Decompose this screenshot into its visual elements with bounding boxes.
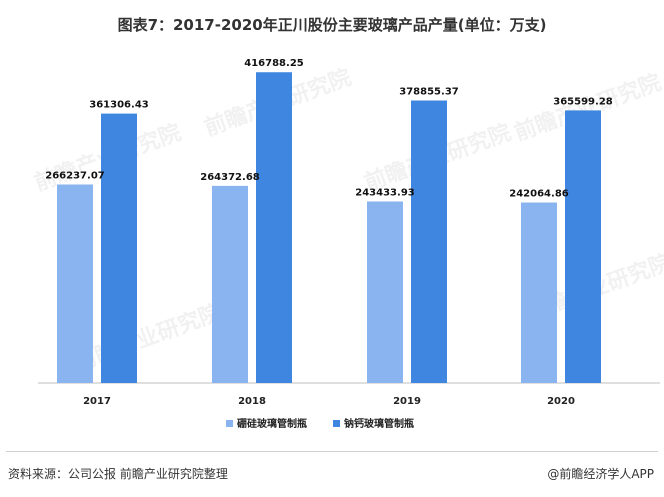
bar-borosilicate-2017 bbox=[57, 184, 93, 383]
bar-borosilicate-2019 bbox=[367, 201, 403, 383]
bar-soda-lime-2018 bbox=[256, 72, 292, 383]
data-label-borosilicate-2017: 266237.07 bbox=[45, 170, 105, 181]
x-tick-labels: 2017 2018 2019 2020 bbox=[83, 396, 575, 407]
data-label-soda-lime-2019: 378855.37 bbox=[399, 87, 459, 98]
chart-title: 图表7：2017-2020年正川股份主要玻璃产品产量(单位：万支) bbox=[117, 16, 547, 34]
data-label-soda-lime-2017: 361306.43 bbox=[89, 100, 149, 111]
bar-borosilicate-2018 bbox=[212, 185, 248, 383]
data-label-soda-lime-2020: 365599.28 bbox=[553, 96, 613, 107]
bar-soda-lime-2017 bbox=[101, 113, 137, 384]
legend-label-borosilicate: 硼硅玻璃管制瓶 bbox=[236, 417, 307, 430]
bar-borosilicate-2020 bbox=[521, 202, 557, 383]
source-note: 资料来源：公司公报 前瞻产业研究院整理 bbox=[8, 467, 228, 481]
data-label-borosilicate-2020: 242064.86 bbox=[509, 189, 569, 200]
bar-soda-lime-2020 bbox=[565, 110, 601, 383]
bar-labels: 266237.07 361306.43 264372.68 416788.25 2434… bbox=[45, 58, 613, 199]
legend-swatch-soda-lime bbox=[333, 420, 340, 427]
legend-label-soda-lime: 钠钙玻璃管制瓶 bbox=[344, 417, 414, 430]
bar-soda-lime-2019 bbox=[411, 100, 447, 383]
footer-divider bbox=[6, 451, 658, 452]
brand-credit: @前瞻经济学人APP bbox=[547, 467, 654, 481]
legend-swatch-borosilicate bbox=[226, 420, 233, 427]
x-tick-2017: 2017 bbox=[83, 396, 111, 407]
data-label-borosilicate-2018: 264372.68 bbox=[200, 172, 260, 183]
bars bbox=[57, 72, 601, 384]
x-tick-2020: 2020 bbox=[547, 396, 575, 407]
x-tick-2018: 2018 bbox=[238, 396, 266, 407]
data-label-soda-lime-2018: 416788.25 bbox=[244, 58, 304, 69]
legend: 硼硅玻璃管制瓶 钠钙玻璃管制瓶 bbox=[226, 417, 414, 430]
bar-chart: 266237.07 361306.43 264372.68 416788.25 2434… bbox=[38, 58, 660, 430]
data-label-borosilicate-2019: 243433.93 bbox=[355, 187, 415, 198]
x-tick-2019: 2019 bbox=[393, 396, 421, 407]
